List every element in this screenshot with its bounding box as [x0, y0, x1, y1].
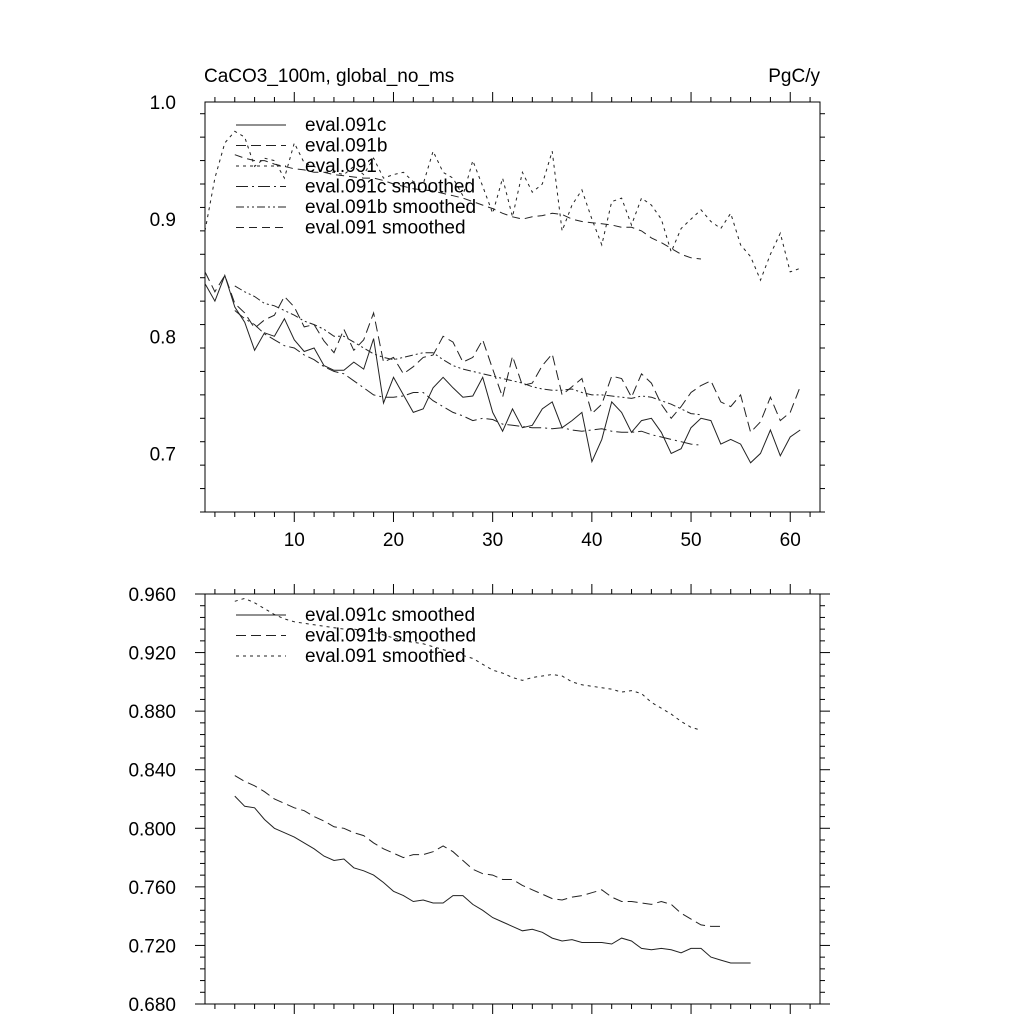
y-tick-label: 0.960 [128, 585, 176, 606]
y-tick-label: 0.840 [128, 761, 176, 782]
y-tick-label: 0.9 [150, 210, 176, 231]
legend-label-eval-091c-smoothed: eval.091c smoothed [305, 605, 475, 626]
legend-label-eval-091b-smoothed: eval.091b smoothed [305, 197, 476, 218]
y-tick-label: 0.880 [128, 702, 176, 723]
y-tick-label: 0.920 [128, 644, 176, 665]
series-line-eval-091b-smoothed [234, 775, 721, 927]
legend-label-eval-091c: eval.091c [305, 115, 386, 136]
x-tick-label: 10 [284, 530, 305, 551]
chart-title-left: CaCO3_100m, global_no_ms [204, 66, 454, 87]
series-line-eval-091 [204, 130, 801, 282]
y-tick-label: 0.8 [150, 327, 176, 348]
x-tick-label: 30 [482, 530, 503, 551]
legend-label-eval-091b-smoothed: eval.091b smoothed [305, 626, 476, 647]
legend-label-eval-091c-smoothed: eval.091c smoothed [305, 177, 475, 198]
chart-units-label: PgC/y [768, 66, 820, 87]
series-line-eval-091-smoothed [234, 597, 702, 731]
y-tick-label: 0.720 [128, 936, 176, 957]
x-tick-label: 60 [780, 530, 801, 551]
x-tick-label: 50 [680, 530, 701, 551]
series-line-eval-091c-smoothed [234, 310, 702, 446]
y-tick-label: 0.800 [128, 819, 176, 840]
legend-label-eval-091: eval.091 [305, 156, 377, 177]
series-line-eval-091-smoothed [234, 154, 702, 260]
series-line-eval-091b-smoothed [234, 285, 702, 416]
legend-label-eval-091-smoothed: eval.091 smoothed [305, 218, 466, 239]
x-tick-label: 40 [581, 530, 602, 551]
legend-label-eval-091b: eval.091b [305, 136, 387, 157]
y-tick-label: 0.760 [128, 878, 176, 899]
legend-label-eval-091-smoothed: eval.091 smoothed [305, 646, 466, 667]
y-tick-label: 1.0 [150, 93, 176, 114]
series-line-eval-091c-smoothed [234, 795, 751, 964]
series-line-eval-091c [204, 273, 801, 464]
bottom-panel: 0.680 0.720 0.760 0.800 0.840 0.880 0.920 0.960… [128, 584, 830, 1016]
x-tick-label: 20 [383, 530, 404, 551]
series-line-eval-091b [204, 271, 801, 434]
y-tick-label: 0.680 [128, 995, 176, 1016]
top-panel: 10 20 30 40 50 600.70.80.91.0eval.091ceval.09… [150, 92, 825, 551]
y-tick-label: 0.7 [150, 444, 176, 465]
